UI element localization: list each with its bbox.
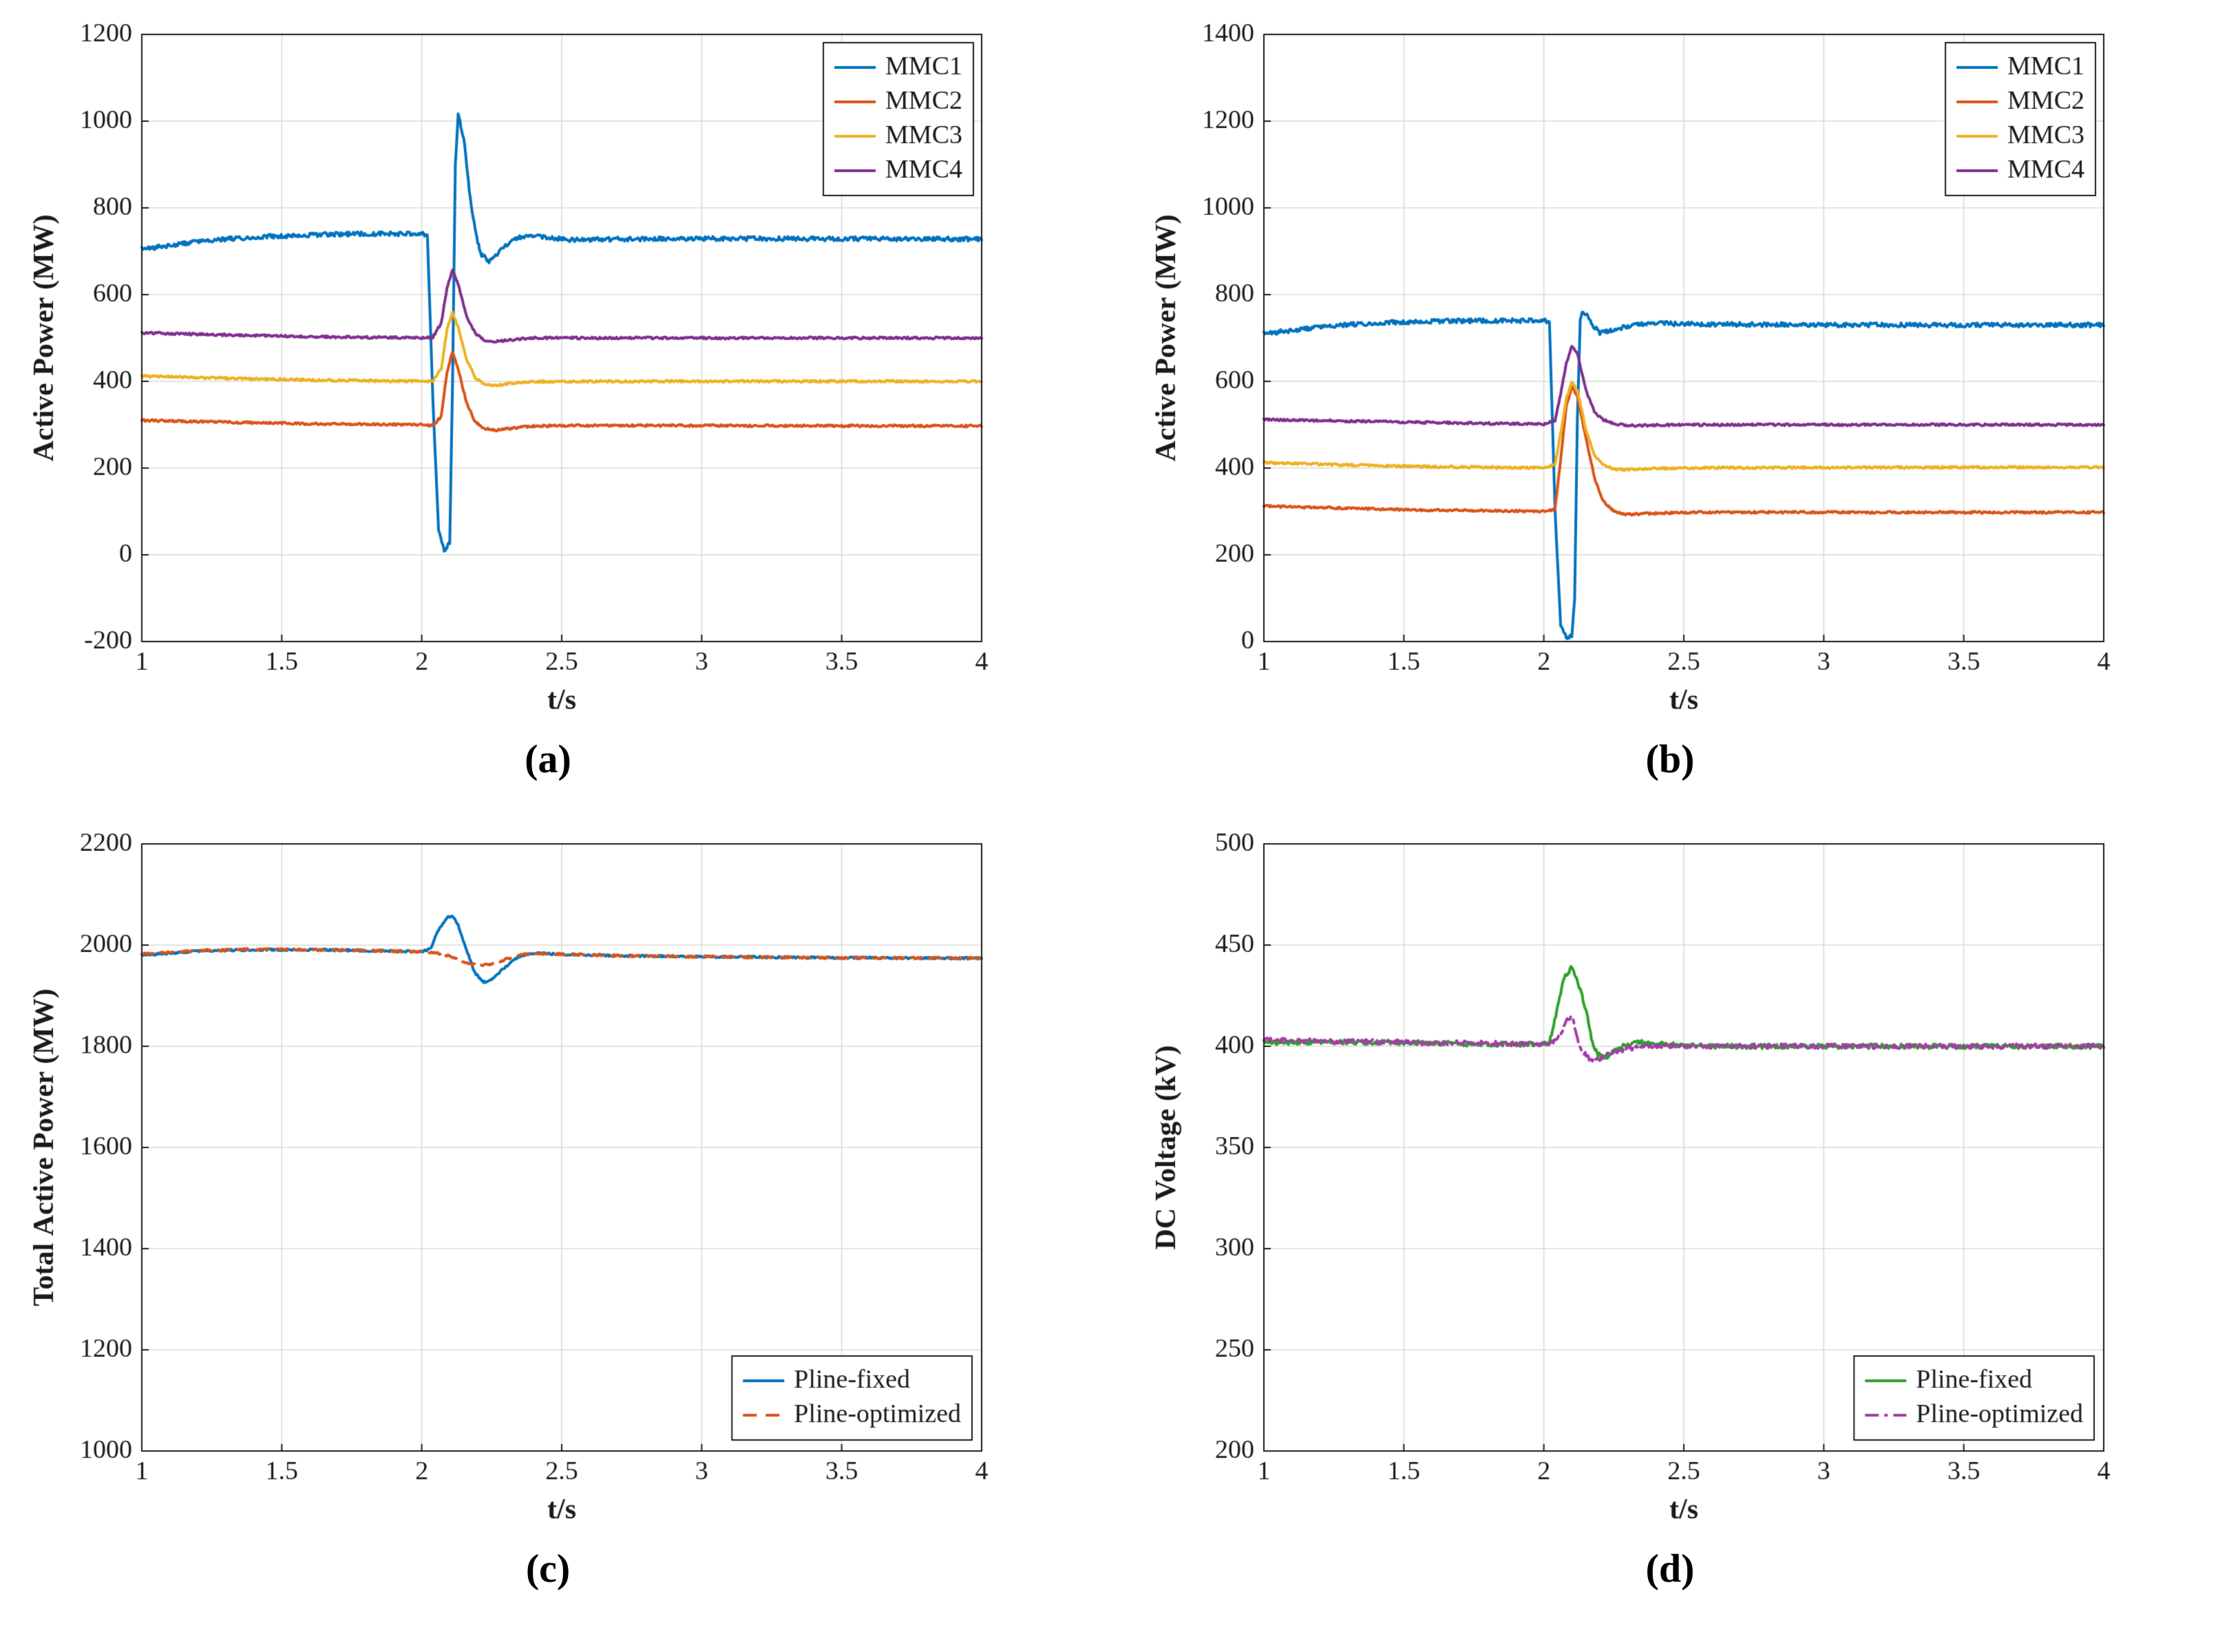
figure-grid: (a) (b) (c) (d) — [11, 14, 2207, 1591]
caption-d: (d) — [1645, 1546, 1695, 1591]
panel-a: (a) — [11, 14, 1085, 782]
caption-c: (c) — [525, 1546, 571, 1591]
panel-d: (d) — [1133, 823, 2207, 1591]
chart-b-active-power — [1133, 14, 2207, 733]
caption-a: (a) — [525, 737, 571, 781]
chart-a-active-power — [11, 14, 1085, 733]
panel-b: (b) — [1133, 14, 2207, 782]
panel-c: (c) — [11, 823, 1085, 1591]
chart-d-dc-voltage — [1133, 823, 2207, 1543]
caption-b: (b) — [1645, 737, 1695, 781]
chart-c-total-active-power — [11, 823, 1085, 1543]
